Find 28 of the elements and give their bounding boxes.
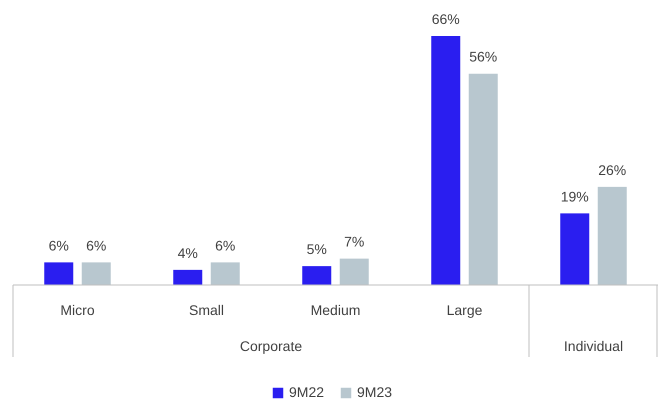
bar bbox=[431, 36, 460, 285]
bar bbox=[82, 262, 111, 285]
text: Corporate bbox=[240, 338, 302, 354]
x-tick-label: Small bbox=[188, 302, 224, 318]
bar bbox=[302, 266, 332, 285]
text: Individual bbox=[564, 338, 624, 354]
bar bbox=[173, 270, 202, 285]
legend-label: 9M22 bbox=[289, 384, 324, 400]
bar bbox=[468, 74, 498, 285]
data-label: 26% bbox=[598, 162, 626, 178]
legend-label: 9M23 bbox=[357, 384, 392, 400]
x-tick-label: Medium bbox=[310, 302, 360, 318]
x-tick-label: Large bbox=[446, 302, 483, 318]
data-label: 6% bbox=[215, 237, 236, 254]
bar bbox=[340, 258, 369, 285]
bar bbox=[210, 262, 240, 285]
data-label: 19% bbox=[560, 188, 589, 204]
data-label: 66% bbox=[432, 11, 460, 27]
data-label: 4% bbox=[178, 244, 198, 261]
bar bbox=[598, 186, 627, 285]
data-label: 6% bbox=[86, 237, 106, 254]
data-label: 6% bbox=[48, 237, 69, 254]
data-label: 56% bbox=[469, 48, 498, 65]
bar bbox=[44, 262, 74, 285]
x-tick-label: Micro bbox=[60, 302, 95, 318]
bar bbox=[560, 213, 590, 285]
data-label: 5% bbox=[306, 241, 327, 258]
data-label: 7% bbox=[344, 234, 364, 250]
